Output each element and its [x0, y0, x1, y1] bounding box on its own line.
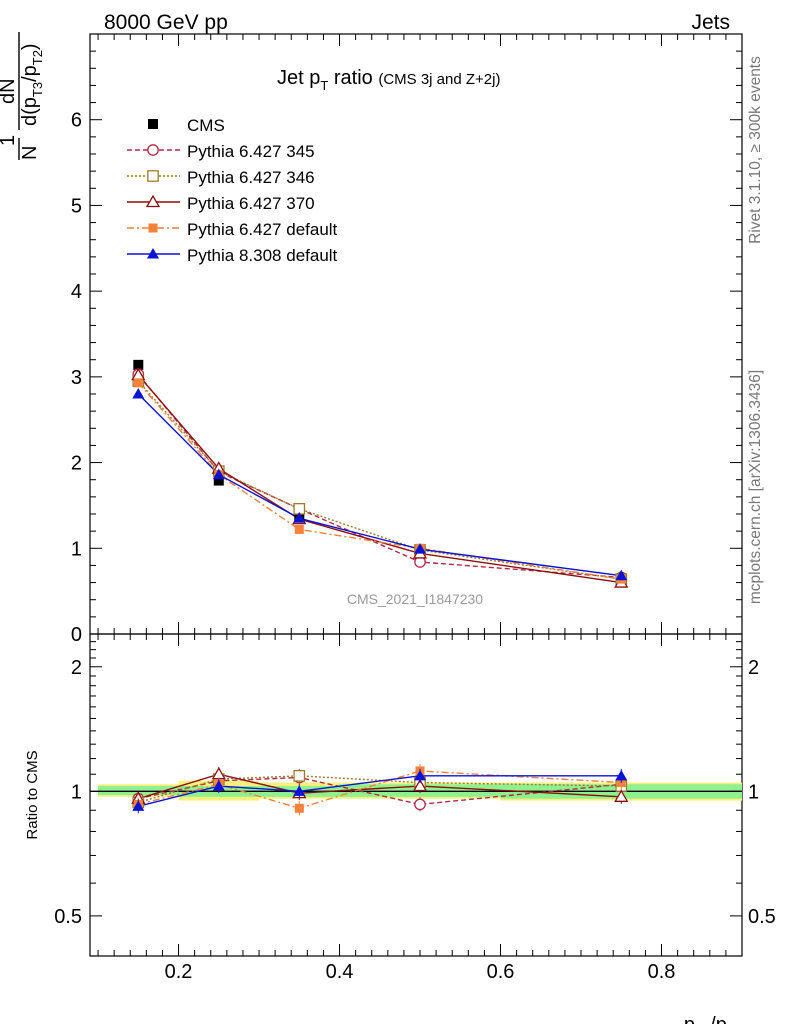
- series-marker-4: [414, 543, 427, 554]
- xtick-label: 0.4: [326, 961, 354, 983]
- ratio-marker-0: [414, 798, 426, 811]
- legend-label-0: Pythia 6.427 345: [187, 142, 315, 161]
- series-marker-3: [133, 378, 143, 388]
- ratio-marker-4: [414, 769, 427, 781]
- chart-title-sub: T: [320, 78, 328, 93]
- header-left: 8000 GeV pp: [104, 11, 228, 34]
- cms-data-point: [133, 359, 144, 370]
- legend-label-1: Pythia 6.427 346: [187, 168, 315, 187]
- main-ytick-label: 0: [71, 624, 82, 646]
- ratio-marker-2: [412, 778, 428, 792]
- ratio-marker-1: [293, 769, 306, 782]
- legend-marker-1: [147, 170, 159, 182]
- ratio-ytick-label-left: 0.5: [54, 906, 82, 928]
- ratio-ytick-label-left: 1: [71, 781, 82, 803]
- legend-marker-2: [145, 194, 161, 208]
- ylabel-denominator: d(pT3/pT2): [19, 43, 45, 126]
- legend-label-4: Pythia 8.308 default: [187, 246, 338, 265]
- x-axis-label: pT3/pT2: [684, 1014, 742, 1024]
- ratio-marker-2: [614, 789, 629, 802]
- series-marker-4: [132, 388, 145, 399]
- ratio-marker-4: [293, 785, 306, 796]
- chart-title-main: Jet p: [277, 67, 320, 89]
- legend-marker-4: [147, 248, 159, 259]
- rivet-label: Rivet 3.1.10, ≥ 300k events: [747, 56, 764, 244]
- xtick-label: 0.8: [648, 961, 676, 983]
- ratio-marker-4: [615, 769, 628, 781]
- series-line-3: [137, 382, 622, 580]
- ratio-ytick-label-right: 0.5: [748, 906, 776, 928]
- main-ytick-label: 5: [71, 195, 82, 217]
- main-y-axis-label: 1 N dN d(pT3/pT2): [0, 32, 45, 160]
- series-line-4: [137, 393, 622, 577]
- legend-label-2: Pythia 6.427 370: [187, 194, 315, 213]
- legend-marker-0: [147, 144, 159, 156]
- chart-title-small: (CMS 3j and Z+2j): [378, 71, 500, 88]
- xtick-label: 0.6: [487, 961, 515, 983]
- watermark: CMS_2021_I1847230: [347, 591, 483, 607]
- main-ytick-label: 1: [71, 538, 82, 560]
- ylabel-dn: dN: [0, 78, 19, 104]
- chart-title: Jet pT ratio (CMS 3j and Z+2j): [277, 67, 500, 93]
- ratio-marker-3: [294, 803, 304, 813]
- ratio-ytick-label-left: 2: [71, 657, 82, 679]
- mcplots-label: mcplots.cern.ch [arXiv:1306.3436]: [747, 370, 764, 604]
- legend: CMS Pythia 6.427 345 Pythia 6.427 346 Pythi…: [127, 116, 338, 265]
- ratio-y-axis-label: Ratio to CMS: [24, 750, 41, 839]
- ratio-marker-4: [212, 780, 225, 791]
- main-ytick-label: 6: [71, 110, 82, 132]
- chart-title-rest: ratio: [334, 67, 373, 89]
- uncertainty-band-inner: [98, 786, 179, 795]
- header-right: Jets: [691, 11, 730, 34]
- series-marker-4: [212, 468, 225, 480]
- main-panel: 0 1 2 3 4 5 6: [71, 33, 743, 646]
- series-line-1: [137, 380, 622, 580]
- series-marker-4: [615, 569, 628, 581]
- series-line-0: [137, 373, 622, 579]
- cms-data-point: [213, 475, 224, 486]
- series-marker-3: [294, 524, 304, 534]
- ylabel-n: N: [19, 146, 41, 160]
- ratio-ytick-label-right: 2: [748, 657, 759, 679]
- ratio-panel: 0.5 0.5 1 1 2 2 0.2 0.4 0.6 0.8: [54, 633, 776, 983]
- legend-label-3: Pythia 6.427 default: [187, 220, 338, 239]
- legend-marker-3: [148, 223, 158, 233]
- legend-label-cms: CMS: [187, 116, 225, 135]
- legend-marker-cms: [148, 119, 158, 129]
- ratio-ytick-label-right: 1: [748, 781, 759, 803]
- main-ytick-label: 4: [71, 281, 82, 303]
- series-line-2: [137, 374, 622, 584]
- main-ytick-label: 3: [71, 367, 82, 389]
- main-ytick-label: 2: [71, 453, 82, 475]
- series-marker-4: [293, 512, 306, 523]
- ratio-marker-4: [132, 800, 145, 811]
- ylabel-one: 1: [0, 135, 19, 146]
- xtick-label: 0.2: [165, 961, 193, 983]
